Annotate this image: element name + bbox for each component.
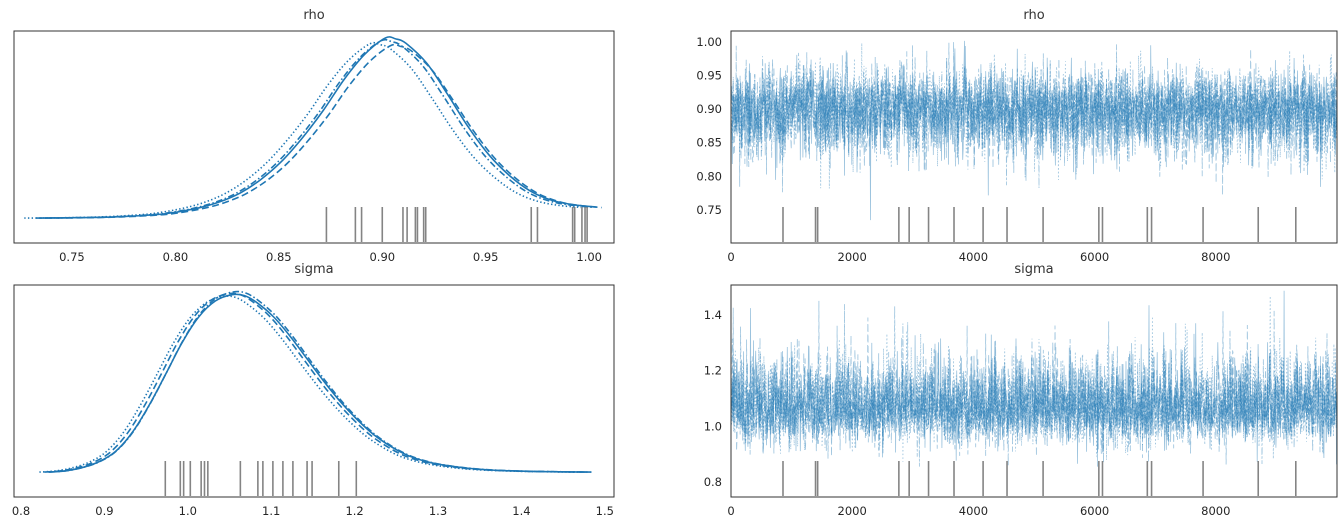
x-tick-label: 8000	[1201, 250, 1230, 264]
x-tick-label: 6000	[1080, 250, 1109, 264]
y-tick-label: 0.85	[696, 136, 722, 150]
plot-frame	[730, 284, 1338, 498]
divergence-rug	[325, 207, 588, 242]
y-tick-label: 0.8	[704, 475, 722, 489]
x-tick-label: 6000	[1080, 504, 1109, 518]
divergence-rug	[782, 207, 1297, 242]
plot-frame	[13, 284, 615, 498]
kde-curve-chain-1	[44, 292, 587, 473]
x-tick-label: 1.1	[262, 504, 280, 518]
y-tick-label: 1.0	[704, 419, 722, 433]
x-tick-label: 0.95	[473, 250, 499, 264]
x-tick-label: 4000	[959, 504, 988, 518]
x-tick-label: 1.00	[576, 250, 602, 264]
trace-line-chain-2	[730, 44, 1338, 189]
trace-line-chain-3	[730, 296, 1338, 462]
x-tick-label: 0.8	[12, 504, 30, 518]
x-tick-label: 2000	[838, 250, 867, 264]
y-tick-label: 0.90	[696, 102, 722, 116]
x-tick-label: 4000	[959, 250, 988, 264]
panel-sigma-kde: 0.8 0.9 1.0 1.1 1.2 1.3 1.4 1.5	[12, 284, 615, 518]
x-tick-label: 0	[727, 250, 734, 264]
y-tick-label: 1.4	[704, 308, 722, 322]
x-tick-label: 0.9	[95, 504, 113, 518]
panel-rho-kde: 0.75 0.80 0.85 0.90 0.95 1.00	[13, 30, 615, 264]
kde-curve-chain-3	[39, 295, 582, 473]
y-tick-label: 0.80	[696, 169, 722, 183]
panel-rho-trace: 0 2000 4000 6000 8000 0.75 0.80 0.85 0.90 0.95 1.0…	[696, 30, 1338, 264]
plot-frame	[730, 30, 1338, 244]
kde-curve-chain-3	[24, 41, 581, 219]
trace-line-chain-0	[730, 40, 1338, 221]
trace-line-chain-1	[730, 300, 1338, 467]
panel-sigma-trace: 0 2000 4000 6000 8000 0.8 1.0 1.2 1.4	[704, 284, 1338, 518]
kde-curve-chain-2	[49, 290, 592, 473]
trace-line-chain-1	[730, 41, 1338, 196]
title-rho-trace: rho	[1023, 8, 1044, 23]
kde-curve-chain-2	[35, 38, 593, 219]
title-rho-kde: rho	[303, 8, 324, 23]
x-tick-label: 0.75	[59, 250, 85, 264]
trace-line-chain-3	[730, 43, 1338, 189]
x-tick-label: 0.85	[266, 250, 292, 264]
plot-frame	[13, 30, 615, 244]
y-tick-label: 1.00	[696, 35, 722, 49]
x-tick-label: 0.80	[163, 250, 189, 264]
y-tick-label: 0.95	[696, 68, 722, 82]
x-tick-label: 1.4	[512, 504, 530, 518]
title-sigma-trace: sigma	[1014, 262, 1053, 277]
divergence-rug	[782, 461, 1297, 496]
x-tick-label: 1.2	[345, 504, 363, 518]
divergence-rug	[164, 461, 358, 496]
x-tick-label: 2000	[838, 504, 867, 518]
trace-line-chain-2	[730, 304, 1338, 467]
x-tick-label: 0.90	[369, 250, 395, 264]
x-tick-label: 1.0	[179, 504, 197, 518]
kde-curve-chain-0	[48, 293, 591, 473]
y-tick-label: 1.2	[704, 364, 722, 378]
trace-line-chain-0	[730, 290, 1338, 465]
y-tick-label: 0.75	[696, 203, 722, 217]
kde-curve-chain-1	[44, 43, 602, 219]
x-tick-label: 8000	[1201, 504, 1230, 518]
x-tick-label: 1.5	[596, 504, 614, 518]
x-tick-label: 0	[727, 504, 734, 518]
x-tick-label: 1.3	[429, 504, 447, 518]
title-sigma-kde: sigma	[294, 262, 333, 277]
